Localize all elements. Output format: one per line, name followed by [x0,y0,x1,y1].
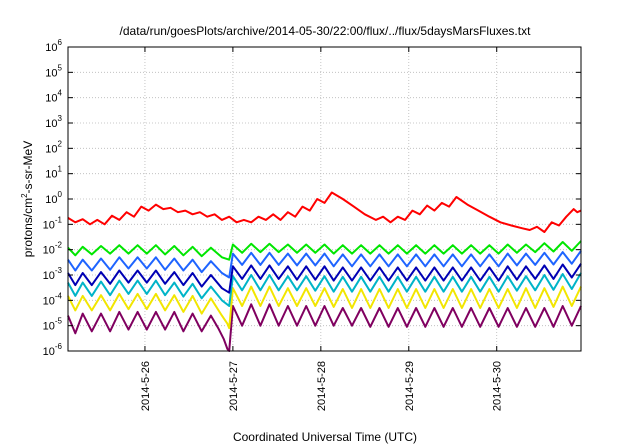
series-line [67,303,582,352]
chart-title: /data/run/goesPlots/archive/2014-05-30/2… [120,24,532,38]
y-tick-labels: 10-610-510-410-310-210-11001011021031041… [43,38,63,358]
y-tick-base: 10 [45,194,57,206]
y-tick-exponent: -4 [55,291,63,300]
y-tick-label: 10-4 [43,291,63,307]
y-tick-base: 10 [43,321,55,333]
y-tick-base: 10 [43,295,55,307]
x-tick-label: 2014-5-28 [316,361,328,411]
y-tick-label: 103 [45,114,62,130]
x-tick-label: 2014-5-29 [404,361,416,411]
series-line [67,272,582,307]
series-line [67,263,582,294]
series-line [67,240,582,261]
series-line [67,191,582,233]
x-tick-label: 2014-5-27 [228,361,240,411]
x-tick-label: 2014-5-30 [492,361,504,411]
y-tick-exponent: 4 [58,89,63,98]
x-tick-labels: 2014-5-26 2014-5-27 2014-5-28 2014-5-29 2014… [140,361,504,411]
y-tick-base: 10 [43,346,55,358]
y-axis-label-sup: 2 [20,193,29,198]
y-tick-base: 10 [45,169,57,181]
y-tick-label: 10-6 [43,342,63,358]
y-tick-exponent: 1 [58,165,63,174]
y-tick-base: 10 [45,93,57,105]
y-axis-label-rest: -s-sr-MeV [21,141,35,194]
y-tick-exponent: 2 [58,139,63,148]
axis-ticks [68,46,581,352]
series-lines [67,191,582,352]
y-tick-exponent: -5 [55,317,63,326]
y-tick-label: 10-3 [43,266,63,282]
y-tick-label: 101 [45,165,62,181]
series-line [67,285,582,330]
y-axis-label-main: protons/cm [21,198,35,257]
y-tick-exponent: 6 [58,38,63,47]
y-tick-label: 10-5 [43,317,63,333]
y-tick-label: 102 [45,139,62,155]
y-tick-exponent: -1 [55,215,63,224]
y-tick-base: 10 [43,245,55,257]
y-tick-base: 10 [43,219,55,231]
y-tick-base: 10 [45,143,57,155]
y-tick-exponent: 5 [58,63,63,72]
y-tick-base: 10 [43,270,55,282]
y-tick-label: 104 [45,89,62,105]
y-tick-base: 10 [45,67,57,79]
x-axis-label: Coordinated Universal Time (UTC) [233,430,417,444]
y-tick-exponent: 0 [58,190,63,199]
x-tick-label: 2014-5-26 [140,361,152,411]
y-tick-label: 106 [45,38,62,54]
y-tick-label: 10-1 [43,215,63,231]
y-tick-exponent: -6 [55,342,63,351]
y-tick-exponent: -3 [55,266,63,275]
y-tick-exponent: 3 [58,114,63,123]
y-tick-base: 10 [45,42,57,54]
series-line [67,250,582,279]
y-tick-label: 105 [45,63,62,79]
y-tick-exponent: -2 [55,241,63,250]
y-tick-base: 10 [45,118,57,130]
y-tick-label: 100 [45,190,62,206]
y-tick-label: 10-2 [43,241,63,257]
y-axis-label: protons/cm2-s-sr-MeV [20,141,35,257]
